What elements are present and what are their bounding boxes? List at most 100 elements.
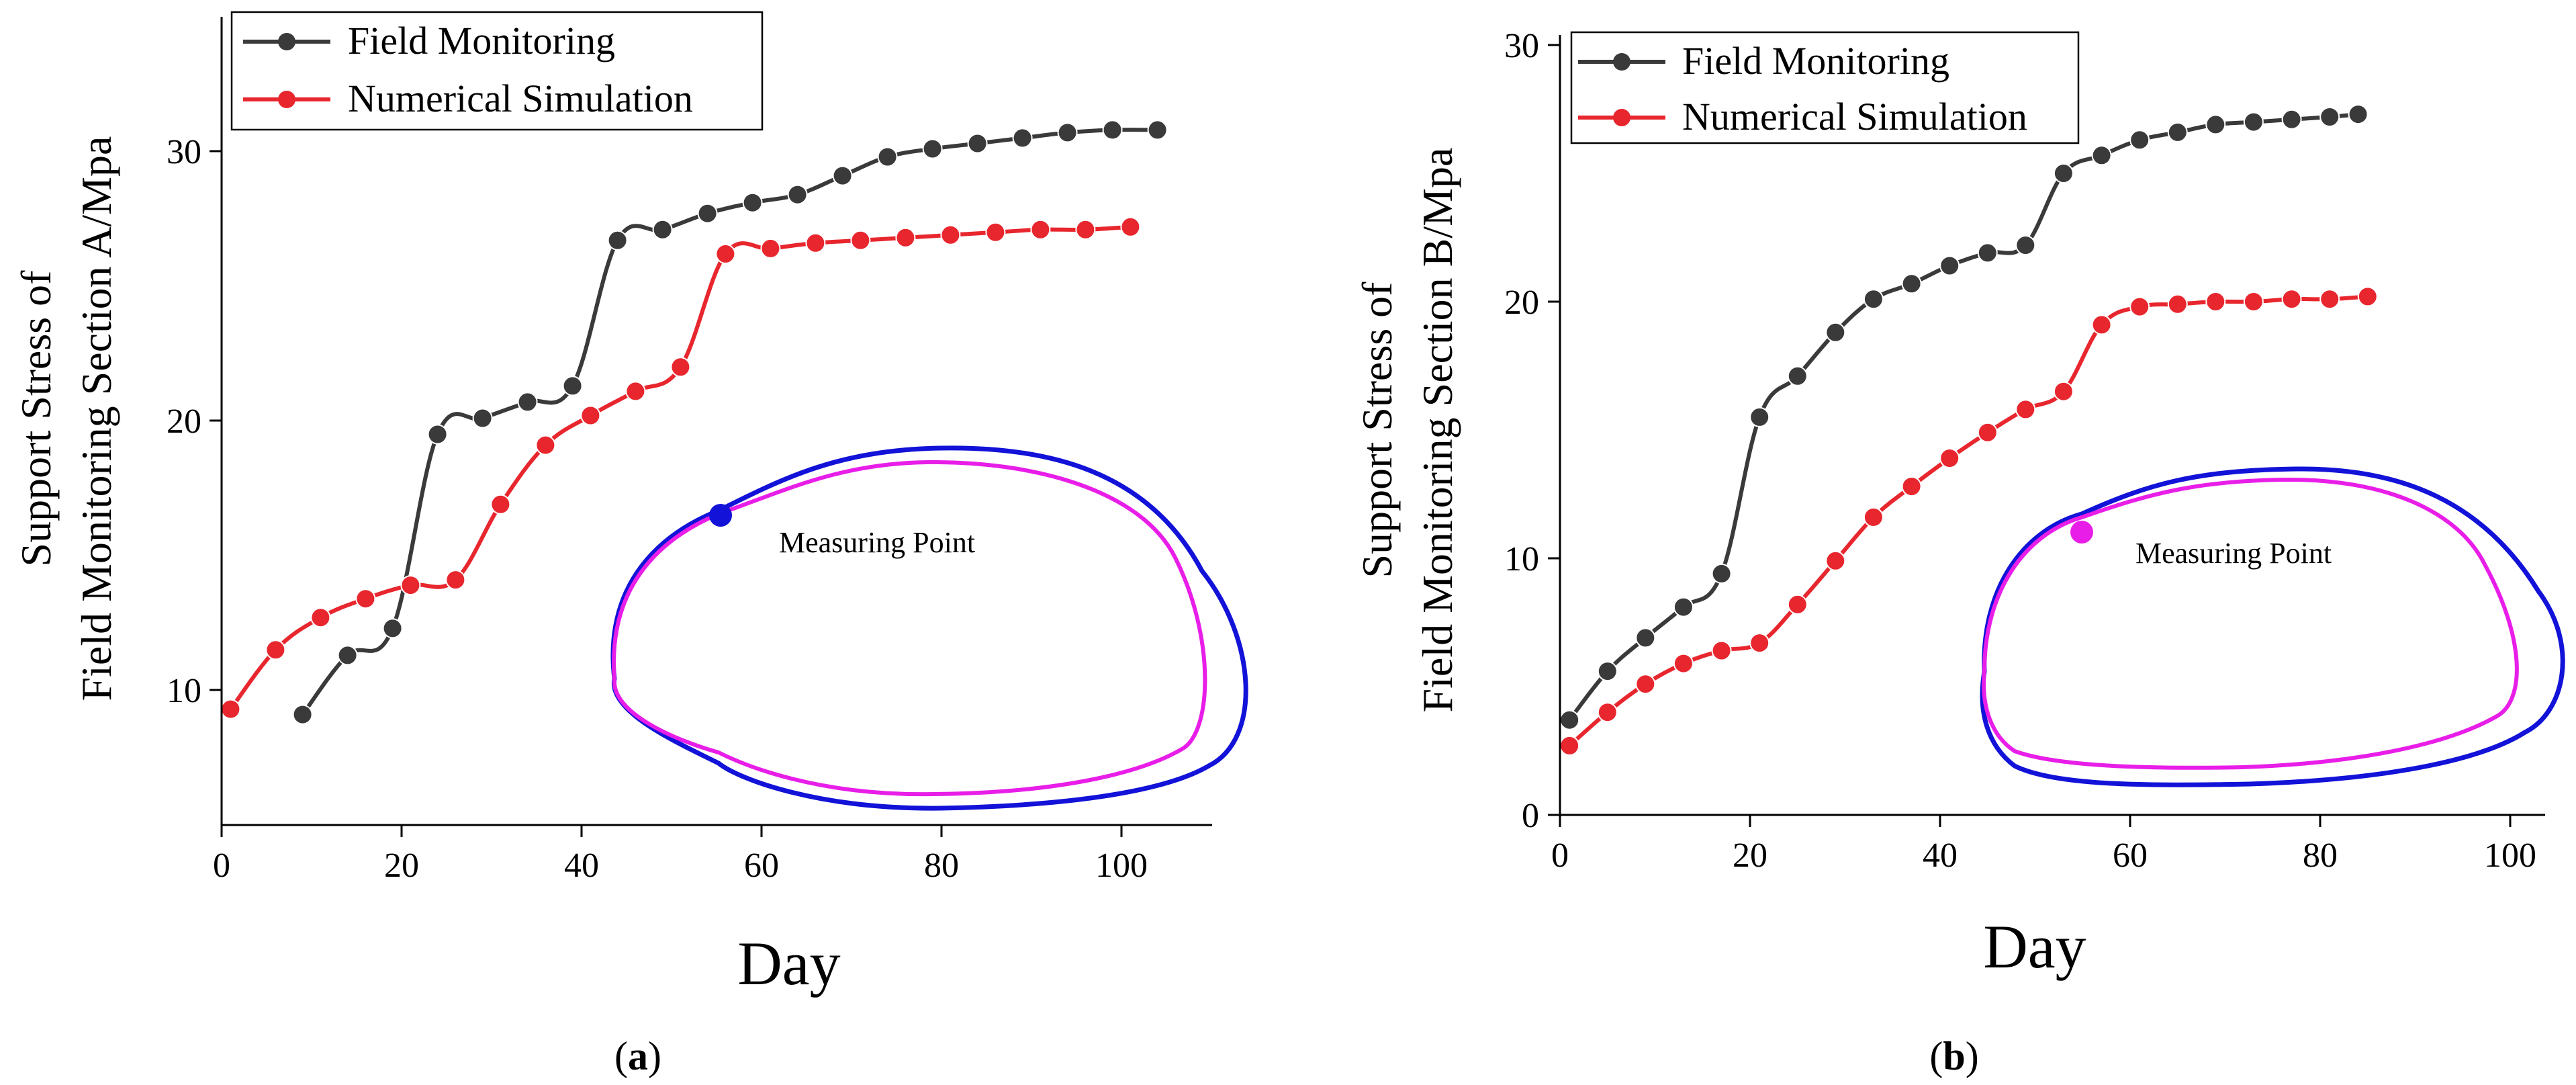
panel-b-caption: (b): [1929, 1034, 1978, 1078]
panel-a-x-tick-label: 100: [1095, 847, 1148, 885]
panel-a-y-axis-title-line1: Support Stress of: [12, 270, 60, 567]
panel-b-numerical-simulation-point: [2281, 289, 2302, 310]
panel-a-x-tick-label: 20: [384, 847, 419, 885]
panel-b-series-numerical-simulation: [1559, 286, 2378, 756]
panel-b-y-tick-label: 0: [1522, 797, 1539, 835]
panel-a-numerical-simulation-point: [355, 589, 376, 609]
panel-a-plot-area: [220, 120, 1168, 725]
panel-a-y-ticks: 10 20 30: [167, 133, 222, 710]
panel-b-field-monitoring-point: [2129, 130, 2150, 150]
panel-a-numerical-simulation-point: [985, 222, 1006, 243]
panel-b-numerical-simulation-point: [2053, 381, 2074, 402]
panel-b-legend-label-field: Field Monitoring: [1682, 39, 1949, 83]
panel-b-caption-letter: b: [1943, 1034, 1965, 1078]
panel-b-y-tick-label: 30: [1504, 27, 1539, 65]
panel-b-numerical-simulation-point: [1939, 448, 1960, 468]
panel-b-x-tick-label: 20: [1733, 836, 1767, 875]
panel-b-numerical-simulation-point: [1635, 674, 1656, 695]
panel-b-field-monitoring-point: [2319, 107, 2340, 127]
panel-a-field-monitoring-point: [1012, 128, 1033, 148]
panel-a-y-tick-label: 10: [167, 672, 201, 710]
panel-a-x-tick-label: 0: [213, 847, 230, 885]
panel-b-numerical-simulation-point: [1597, 702, 1618, 723]
panel-b-x-tick-label: 60: [2113, 836, 2148, 875]
panel-a-field-monitoring-point: [607, 230, 628, 251]
panel-a-field-monitoring-point: [967, 133, 988, 154]
panel-b-field-monitoring-point: [2205, 114, 2226, 135]
panel-a-outer-tunnel-outline: [610, 445, 1248, 811]
panel-b-field-monitoring-point: [1787, 365, 1808, 386]
panel-b-numerical-simulation-point: [2091, 314, 2112, 335]
panel-a-numerical-simulation-point: [670, 357, 691, 378]
panel-b-numerical-simulation-point: [1749, 633, 1770, 654]
panel-a-field-monitoring-point: [292, 704, 313, 725]
panel-a-numerical-simulation-point: [1075, 219, 1096, 240]
panel-a-field-monitoring-point: [1057, 122, 1078, 143]
panel-a-caption-letter: a: [628, 1034, 648, 1078]
panel-b-field-monitoring-point: [2167, 122, 2188, 142]
panel-a-legend-marker-field: [278, 33, 295, 50]
panel-a-chart: Measuring Point 0 20 40 60 80 100 10 20 …: [12, 11, 1248, 1078]
panel-a-series-numerical-simulation: [220, 216, 1141, 720]
panel-b-field-monitoring-point: [2053, 163, 2074, 183]
panel-b-numerical-simulation-point: [2129, 296, 2150, 317]
panel-b-field-monitoring-line: [1567, 112, 2358, 722]
panel-a-numerical-simulation-point: [580, 405, 601, 426]
panel-b-field-monitoring-point: [1939, 255, 1960, 276]
panel-b-field-monitoring-point: [1635, 627, 1656, 648]
panel-a-field-monitoring-point: [337, 645, 358, 666]
panel-b-y-tick-label: 20: [1504, 284, 1539, 322]
panel-a-numerical-simulation-point: [760, 238, 781, 259]
panel-b-inner-tunnel-outline: [1982, 477, 2519, 770]
panel-b-measuring-point-label: Measuring Point: [2135, 537, 2332, 570]
panel-b-x-tick-label: 40: [1923, 836, 1958, 875]
panel-a-field-monitoring-point: [787, 184, 808, 205]
panel-b-field-monitoring-point: [2281, 109, 2302, 130]
panel-a-x-ticks: 0 20 40 60 80 100: [213, 825, 1148, 885]
panel-a-legend-marker-simulation: [278, 91, 295, 108]
panel-b-legend-marker-simulation: [1613, 109, 1630, 126]
panel-a-field-monitoring-point: [742, 192, 763, 213]
panel-a-numerical-simulation-point: [715, 243, 736, 264]
panel-b-x-tick-label: 80: [2303, 836, 2338, 875]
panel-b-field-monitoring-point: [1825, 322, 1846, 343]
panel-a-y-axis-title-line2: Field Monitoring Section A/Mpa: [73, 136, 120, 701]
panel-a-x-tick-label: 80: [924, 847, 959, 885]
panel-a-field-monitoring-point: [382, 618, 403, 639]
panel-a-field-monitoring-point: [697, 203, 718, 224]
panel-b-numerical-simulation-point: [2205, 292, 2226, 312]
panel-b-y-ticks: 0 10 20 30: [1504, 27, 1560, 835]
panel-a-x-tick-label: 60: [744, 847, 779, 885]
panel-b-x-tick-label: 0: [1551, 836, 1569, 875]
panel-a-field-monitoring-point: [472, 408, 493, 429]
panel-b-x-tick-label: 100: [2484, 836, 2536, 875]
panel-a-numerical-simulation-point: [1030, 219, 1051, 240]
panel-a-field-monitoring-point: [922, 138, 943, 159]
panel-a-numerical-simulation-point: [850, 230, 871, 251]
panel-b-legend-box: [1570, 31, 2080, 144]
panel-b-numerical-simulation-point: [1825, 550, 1846, 571]
panel-a-caption: (a): [614, 1034, 661, 1078]
panel-b-numerical-simulation-point: [1901, 476, 1922, 496]
panel-a-measuring-point-marker: [709, 504, 732, 527]
panel-a-numerical-simulation-point: [895, 227, 916, 248]
panel-a-inset-diagram: Measuring Point: [610, 445, 1248, 811]
panel-a-numerical-simulation-point: [220, 699, 241, 720]
panel-a-field-monitoring-line: [301, 128, 1158, 716]
panel-a-field-monitoring-point: [1102, 120, 1123, 140]
panel-a-series-field-monitoring: [292, 120, 1168, 725]
panel-a-numerical-simulation-point: [445, 570, 466, 591]
panel-a-legend-label-simulation: Numerical Simulation: [348, 77, 693, 120]
panel-b-numerical-simulation-point: [2357, 286, 2378, 307]
panel-a-inner-tunnel-outline: [612, 460, 1207, 797]
panel-b-legend-label-simulation: Numerical Simulation: [1682, 95, 2027, 138]
panel-b-legend-marker-field: [1613, 53, 1630, 71]
panel-a-legend-label-field: Field Monitoring: [348, 19, 615, 62]
panel-a-y-tick-label: 20: [167, 402, 201, 441]
panel-a-numerical-simulation-point: [805, 232, 826, 253]
panel-b-numerical-simulation-point: [1863, 507, 1884, 527]
panel-b-x-axis-title: Day: [1983, 912, 2086, 981]
panel-b-numerical-simulation-point: [2243, 292, 2264, 312]
panel-b-y-tick-label: 10: [1504, 540, 1539, 578]
